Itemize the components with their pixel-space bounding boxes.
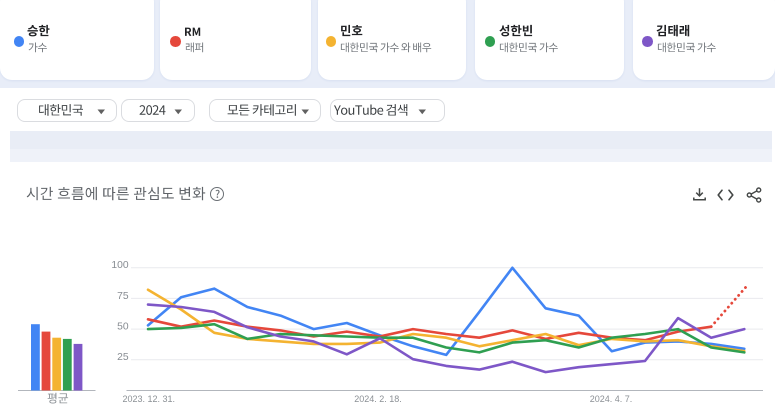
svg-text:75: 75 xyxy=(117,291,129,302)
svg-text:100: 100 xyxy=(111,260,128,271)
svg-text:25: 25 xyxy=(117,352,129,363)
svg-text:2023. 12. 31.: 2023. 12. 31. xyxy=(123,394,176,404)
svg-text:2024. 4. 7.: 2024. 4. 7. xyxy=(590,394,633,404)
svg-text:50: 50 xyxy=(117,322,129,333)
svg-text:2024. 2. 18.: 2024. 2. 18. xyxy=(354,394,402,404)
